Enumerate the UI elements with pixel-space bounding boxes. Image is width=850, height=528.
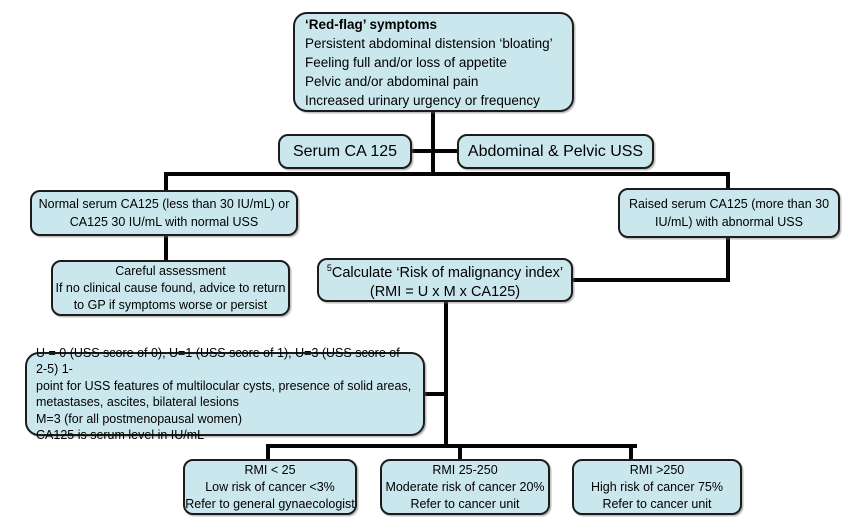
rmi-low-line: RMI < 25: [244, 462, 296, 477]
rmi-key-line: point for USS features of multilocular c…: [36, 378, 412, 393]
careful-assessment-line: to GP if symptoms worse or persist: [73, 297, 268, 312]
careful-assessment-box: Careful assessment If no clinical cause …: [51, 260, 290, 316]
connector-split-horizontal: [164, 172, 730, 176]
abdominal-pelvic-uss-box: Abdominal & Pelvic USS: [457, 134, 654, 169]
connector-serum-to-uss: [412, 149, 458, 153]
raised-ca125-box: Raised serum CA125 (more than 30 IU/mL) …: [618, 188, 840, 238]
connector-raised-down: [726, 237, 730, 282]
red-flag-symptom: Feeling full and/or loss of appetite: [305, 54, 507, 70]
rmi-low-line: Refer to general gynaecologist: [185, 496, 355, 511]
rmi-key-line: M=3 (for all postmenopausal women): [36, 411, 242, 426]
connector-to-high-risk: [629, 444, 633, 460]
red-flag-title: ‘Red-flag’ symptoms: [305, 16, 438, 32]
connector-split-to-raised: [726, 172, 730, 189]
normal-ca125-line: Normal serum CA125 (less than 30 IU/mL) …: [38, 197, 290, 211]
rmi-calculation-title: 5Calculate ‘Risk of malignancy index’: [326, 262, 564, 281]
rmi-moderate-line: Moderate risk of cancer 20%: [385, 479, 545, 494]
normal-ca125-line: CA125 30 IU/mL with normal USS: [69, 215, 259, 229]
rmi-calculation-box: 5Calculate ‘Risk of malignancy index’ (R…: [317, 258, 573, 302]
careful-assessment-line: Careful assessment: [115, 263, 226, 278]
rmi-moderate-line: Refer to cancer unit: [410, 496, 520, 511]
connector-bottom-horizontal: [266, 444, 637, 448]
rmi-low-line: Low risk of cancer <3%: [205, 479, 335, 494]
red-flag-symptom: Increased urinary urgency or frequency: [305, 92, 540, 108]
red-flag-symptoms-box: ‘Red-flag’ symptoms Persistent abdominal…: [293, 12, 574, 112]
rmi-moderate-line: RMI 25-250: [432, 462, 498, 477]
normal-ca125-box: Normal serum CA125 (less than 30 IU/mL) …: [30, 190, 298, 236]
rmi-high-line: RMI >250: [629, 462, 685, 477]
rmi-high-line: High risk of cancer 75%: [590, 479, 723, 494]
rmi-key-line: metastases, ascites, bilateral lesions: [36, 395, 239, 409]
careful-assessment-line: If no clinical cause found, advice to re…: [55, 280, 286, 295]
connector-key-to-rmi-line: [424, 392, 446, 396]
rmi-formula: (RMI = U x M x CA125): [369, 284, 521, 301]
rmi-scoring-key-box: U = 0 (USS score of 0), U=1 (USS score o…: [25, 346, 425, 442]
rmi-key-line: U = 0 (USS score of 0), U=1 (USS score o…: [36, 345, 400, 377]
connector-to-moderate-risk: [458, 444, 462, 460]
connector-to-low-risk: [266, 444, 270, 460]
connector-redflag-to-split: [431, 111, 435, 173]
rmi-high-risk-box: RMI >250 High risk of cancer 75% Refer t…: [572, 459, 742, 515]
rmi-key-line: CA125 is serum level in IU/mL: [36, 428, 205, 442]
rmi-moderate-risk-box: RMI 25-250 Moderate risk of cancer 20% R…: [380, 459, 550, 515]
connector-normal-to-careful: [164, 235, 168, 261]
serum-ca125-label: Serum CA 125: [292, 142, 398, 160]
raised-ca125-line: Raised serum CA125 (more than 30: [628, 197, 830, 211]
serum-ca125-box: Serum CA 125: [278, 134, 412, 169]
rmi-low-risk-box: RMI < 25 Low risk of cancer <3% Refer to…: [183, 459, 357, 515]
rmi-high-line: Refer to cancer unit: [602, 496, 712, 511]
raised-ca125-line: IU/mL) with abnormal USS: [655, 215, 803, 229]
red-flag-symptom: Pelvic and/or abdominal pain: [305, 73, 479, 89]
red-flag-symptom: Persistent abdominal distension ‘bloatin…: [305, 35, 553, 51]
connector-raised-to-rmi: [572, 278, 730, 282]
connector-split-to-normal: [164, 172, 168, 191]
abdominal-pelvic-uss-label: Abdominal & Pelvic USS: [467, 142, 644, 160]
rmi-reference-superscript: 5: [326, 262, 332, 273]
connector-rmi-down: [444, 301, 448, 448]
